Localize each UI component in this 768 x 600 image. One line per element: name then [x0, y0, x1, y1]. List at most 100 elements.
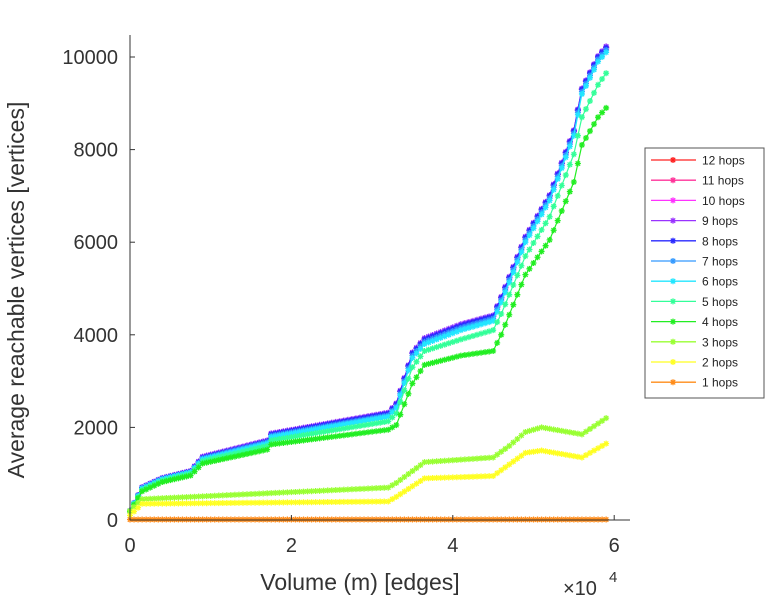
data-point	[389, 482, 396, 489]
data-point	[179, 494, 186, 501]
data-point	[135, 495, 142, 502]
data-point	[486, 328, 493, 335]
data-point	[215, 457, 222, 464]
data-point	[272, 499, 279, 506]
data-point	[308, 427, 315, 434]
data-point	[256, 444, 263, 451]
data-point	[373, 415, 380, 422]
data-point	[401, 474, 408, 481]
data-point	[191, 468, 198, 475]
data-point	[502, 321, 509, 328]
data-point	[522, 429, 529, 436]
data-point	[356, 430, 363, 437]
data-point	[248, 491, 255, 498]
data-point	[373, 498, 380, 505]
data-point	[578, 431, 585, 438]
x-tick-label: 2	[286, 535, 297, 557]
data-point	[461, 456, 468, 463]
data-point	[397, 411, 404, 418]
data-point	[433, 458, 440, 465]
legend-label: 12 hops	[702, 154, 745, 168]
data-point	[413, 465, 420, 472]
data-point	[578, 114, 585, 121]
data-point	[235, 449, 242, 456]
data-point	[591, 447, 598, 454]
data-point	[482, 473, 489, 480]
data-point	[328, 423, 335, 430]
data-point	[482, 320, 489, 327]
data-point	[599, 442, 606, 449]
data-point	[469, 455, 476, 462]
legend-item: 3 hops	[651, 335, 738, 349]
data-point	[324, 428, 331, 435]
data-point	[203, 493, 210, 500]
legend-marker-icon	[670, 237, 676, 244]
data-point	[264, 490, 271, 497]
data-point	[457, 474, 464, 481]
data-point	[175, 475, 182, 482]
data-point	[155, 500, 162, 507]
data-point	[482, 455, 489, 462]
data-point	[365, 498, 372, 505]
data-point	[574, 132, 581, 139]
data-point	[365, 429, 372, 436]
data-point	[586, 97, 593, 104]
data-point	[300, 432, 307, 439]
data-point	[328, 433, 335, 440]
data-point	[340, 498, 347, 505]
data-point	[147, 495, 154, 502]
data-point	[332, 433, 339, 440]
data-point	[356, 422, 363, 429]
data-point	[316, 487, 323, 494]
data-point	[469, 323, 476, 330]
data-point	[582, 428, 589, 435]
legend-item: 5 hops	[651, 295, 738, 309]
data-point	[389, 414, 396, 421]
data-point	[554, 427, 561, 434]
data-point	[441, 333, 448, 340]
data-point	[288, 438, 295, 445]
legend-item: 10 hops	[651, 194, 745, 208]
data-point	[252, 449, 259, 456]
data-point	[554, 175, 561, 182]
data-point	[207, 458, 214, 465]
data-point	[550, 449, 557, 456]
data-point	[135, 500, 142, 507]
data-point	[203, 500, 210, 507]
legend-marker-icon	[670, 298, 676, 305]
data-point	[562, 198, 569, 205]
data-point	[457, 456, 464, 463]
data-point	[401, 488, 408, 495]
data-point	[574, 453, 581, 460]
data-point	[328, 487, 335, 494]
legend-item: 4 hops	[651, 315, 738, 329]
x-exponent: 4	[609, 569, 617, 586]
data-point	[361, 429, 368, 436]
data-point	[562, 154, 569, 161]
data-point	[417, 477, 424, 484]
data-point	[324, 424, 331, 431]
data-point	[461, 352, 468, 359]
data-point	[264, 499, 271, 506]
data-point	[239, 451, 246, 458]
legend-marker-icon	[670, 217, 676, 224]
data-point	[490, 348, 497, 355]
data-point	[256, 448, 263, 455]
data-point	[316, 429, 323, 436]
data-point	[272, 436, 279, 443]
data-point	[457, 352, 464, 359]
data-point	[377, 498, 384, 505]
legend: 12 hops 11 hops 10 hops 9 hops 8 hops 7 hops 6…	[644, 147, 765, 399]
data-point	[397, 476, 404, 483]
legend-item: 6 hops	[651, 275, 738, 289]
data-point	[538, 211, 545, 218]
data-point	[328, 499, 335, 506]
data-point	[550, 203, 557, 210]
data-point	[320, 434, 327, 441]
data-point	[159, 500, 166, 507]
data-point	[312, 426, 319, 433]
data-point	[437, 334, 444, 341]
data-point	[595, 420, 602, 427]
data-point	[256, 490, 263, 497]
data-point	[570, 151, 577, 158]
